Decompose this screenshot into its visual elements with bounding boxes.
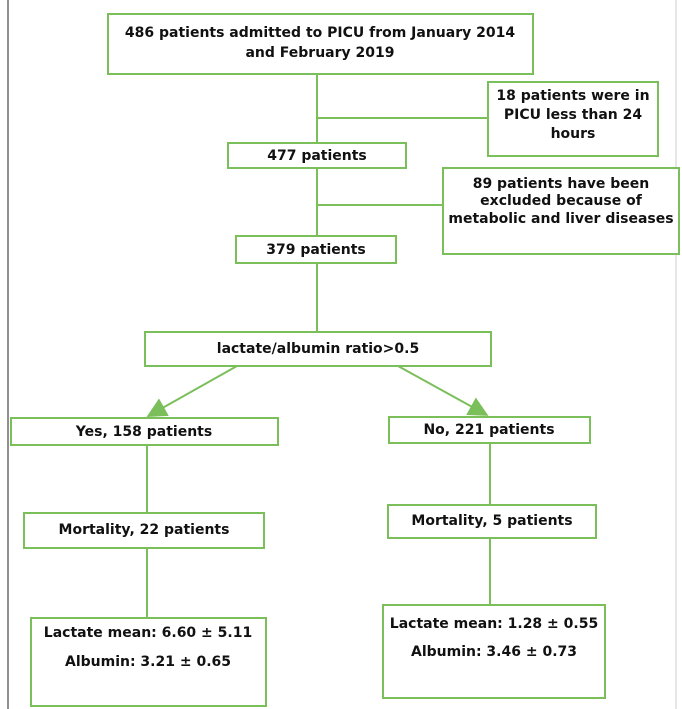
box [10,417,279,446]
node-text: PICU less than 24 [504,107,643,123]
node-text: Mortality, 22 patients [59,522,230,538]
box [23,512,265,549]
box [387,504,597,539]
node-text: 89 patients have been [473,176,650,192]
node-text: lactate/albumin ratio>0.5 [217,341,419,357]
box [388,416,591,444]
box [30,617,267,707]
box [487,81,659,157]
node-text: 379 patients [266,242,366,258]
node-text: hours [551,126,596,142]
node-text: Lactate mean: 6.60 ± 5.11 [44,625,252,641]
node-text: 486 patients admitted to PICU from Janua… [125,25,515,41]
node-text: Albumin: 3.21 ± 0.65 [65,654,231,670]
node-text: excluded because of [480,193,643,209]
node-text: Albumin: 3.46 ± 0.73 [411,644,577,660]
node-text: Yes, 158 patients [75,424,212,440]
box [107,13,534,75]
box [227,142,407,169]
box [442,167,680,255]
node-text: metabolic and liver diseases [448,211,673,227]
node-text: 477 patients [267,148,367,164]
node-text: and February 2019 [245,45,394,61]
box [235,235,397,264]
node-text: No, 221 patients [423,422,554,438]
node-text: 18 patients were in [496,88,649,104]
box [144,331,492,367]
node-text: Lactate mean: 1.28 ± 0.55 [390,616,598,632]
arrow [397,365,489,416]
box [382,604,606,699]
node-text: Mortality, 5 patients [411,513,572,529]
arrow [146,365,238,417]
